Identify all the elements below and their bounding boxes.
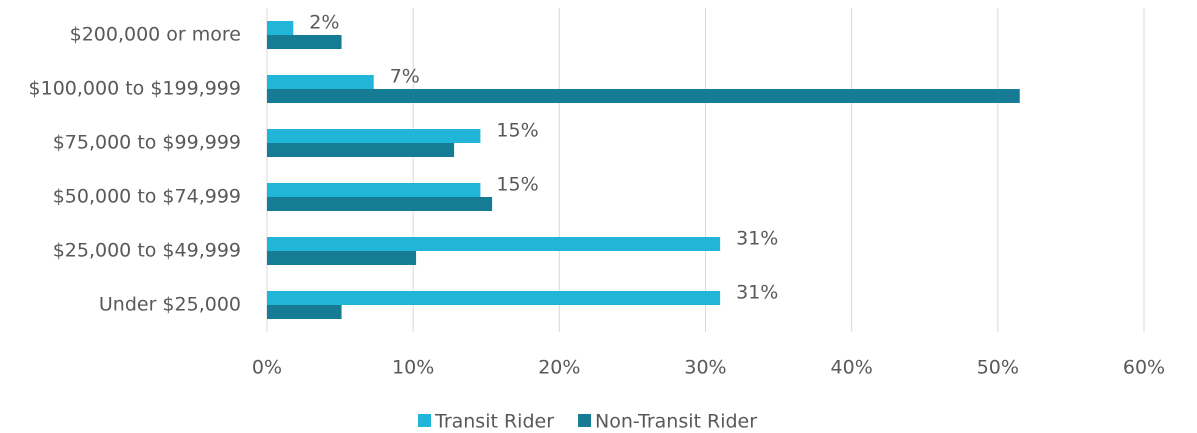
bar bbox=[267, 75, 374, 89]
x-tick-label: 60% bbox=[1123, 357, 1165, 379]
data-label: 15% bbox=[496, 120, 538, 142]
bar bbox=[267, 35, 342, 49]
bar bbox=[267, 143, 455, 157]
x-tick-label: 50% bbox=[977, 357, 1019, 379]
x-tick-label: 40% bbox=[831, 357, 873, 379]
x-tick-label: 20% bbox=[538, 357, 580, 379]
legend-swatch bbox=[418, 414, 431, 427]
legend-label: Non-Transit Rider bbox=[595, 411, 757, 433]
bar bbox=[267, 291, 721, 305]
bar bbox=[267, 197, 493, 211]
bar bbox=[267, 183, 481, 197]
data-label: 31% bbox=[736, 282, 778, 304]
y-tick-label: $50,000 to $74,999 bbox=[53, 186, 241, 208]
y-tick-label: $75,000 to $99,999 bbox=[53, 132, 241, 154]
y-tick-label: $25,000 to $49,999 bbox=[53, 240, 241, 262]
data-label: 15% bbox=[496, 174, 538, 196]
bar bbox=[267, 129, 481, 143]
bar bbox=[267, 89, 1020, 103]
data-label: 2% bbox=[309, 12, 339, 34]
bar bbox=[267, 21, 294, 35]
x-tick-label: 30% bbox=[684, 357, 726, 379]
x-tick-label: 0% bbox=[252, 357, 282, 379]
y-tick-label: Under $25,000 bbox=[99, 294, 241, 316]
bar bbox=[267, 251, 417, 265]
y-tick-label: $100,000 to $199,999 bbox=[29, 78, 241, 100]
legend-swatch bbox=[578, 414, 592, 427]
y-tick-label: $200,000 or more bbox=[70, 24, 241, 46]
data-label: 7% bbox=[390, 66, 420, 88]
data-label: 31% bbox=[736, 228, 778, 250]
bar bbox=[267, 305, 342, 319]
legend-label: Transit Rider bbox=[434, 411, 554, 433]
x-tick-label: 10% bbox=[392, 357, 434, 379]
bar bbox=[267, 237, 721, 251]
